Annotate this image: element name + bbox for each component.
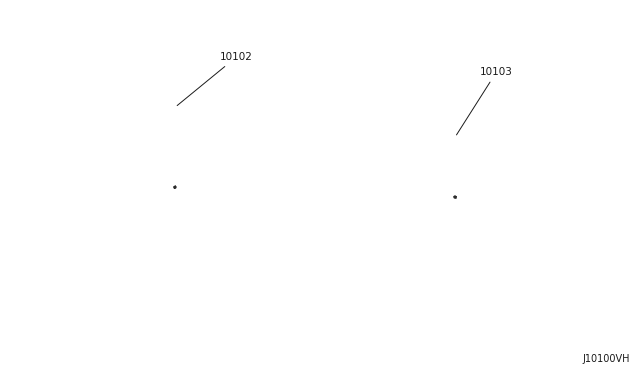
Polygon shape — [454, 196, 456, 198]
Text: J10100VH: J10100VH — [582, 354, 630, 364]
Polygon shape — [174, 186, 176, 188]
Text: 10103: 10103 — [456, 67, 513, 135]
Text: 10102: 10102 — [177, 52, 253, 106]
